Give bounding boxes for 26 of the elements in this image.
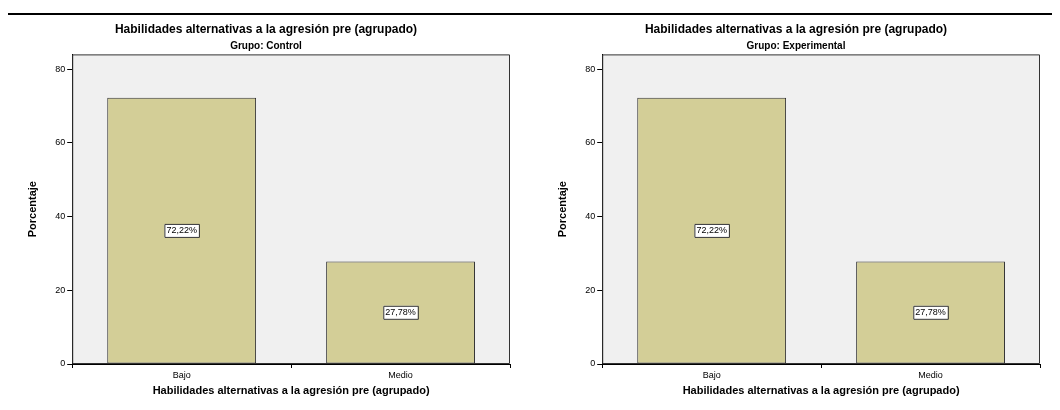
y-tick-label: 80 bbox=[55, 63, 66, 74]
y-tick-label: 40 bbox=[585, 211, 596, 222]
y-tick-label: 20 bbox=[585, 284, 596, 295]
y-tick-label: 60 bbox=[55, 137, 66, 148]
data-label: 27,78% bbox=[385, 307, 416, 318]
chart-title: Habilidades alternativas a la agresión pre (agrupado) bbox=[644, 21, 948, 36]
y-tick-label: 0 bbox=[60, 358, 66, 369]
chart-subtitle: Grupo: Experimental bbox=[746, 40, 846, 52]
y-tick-label: 40 bbox=[55, 211, 66, 222]
data-label: 27,78% bbox=[915, 307, 946, 318]
x-tick-label: Bajo bbox=[172, 369, 191, 380]
y-tick-label: 60 bbox=[585, 137, 596, 148]
x-axis-title: Habilidades alternativas a la agresión pre (agrupado) bbox=[152, 384, 430, 397]
chart-title: Habilidades alternativas a la agresión pre (agrupado) bbox=[114, 21, 418, 36]
y-tick-label: 0 bbox=[590, 358, 596, 369]
x-axis-title: Habilidades alternativas a la agresión pre (agrupado) bbox=[682, 384, 960, 397]
y-tick-label: 80 bbox=[585, 63, 596, 74]
y-tick-label: 20 bbox=[55, 284, 66, 295]
data-label: 72,22% bbox=[696, 225, 727, 236]
x-tick-label: Bajo bbox=[702, 369, 721, 380]
chart-subtitle: Grupo: Control bbox=[230, 40, 303, 52]
x-tick-label: Medio bbox=[918, 369, 943, 380]
y-axis-title: Porcentaje bbox=[25, 181, 38, 238]
data-label: 72,22% bbox=[166, 225, 197, 236]
y-axis-title: Porcentaje bbox=[555, 181, 568, 238]
x-tick-label: Medio bbox=[388, 369, 413, 380]
